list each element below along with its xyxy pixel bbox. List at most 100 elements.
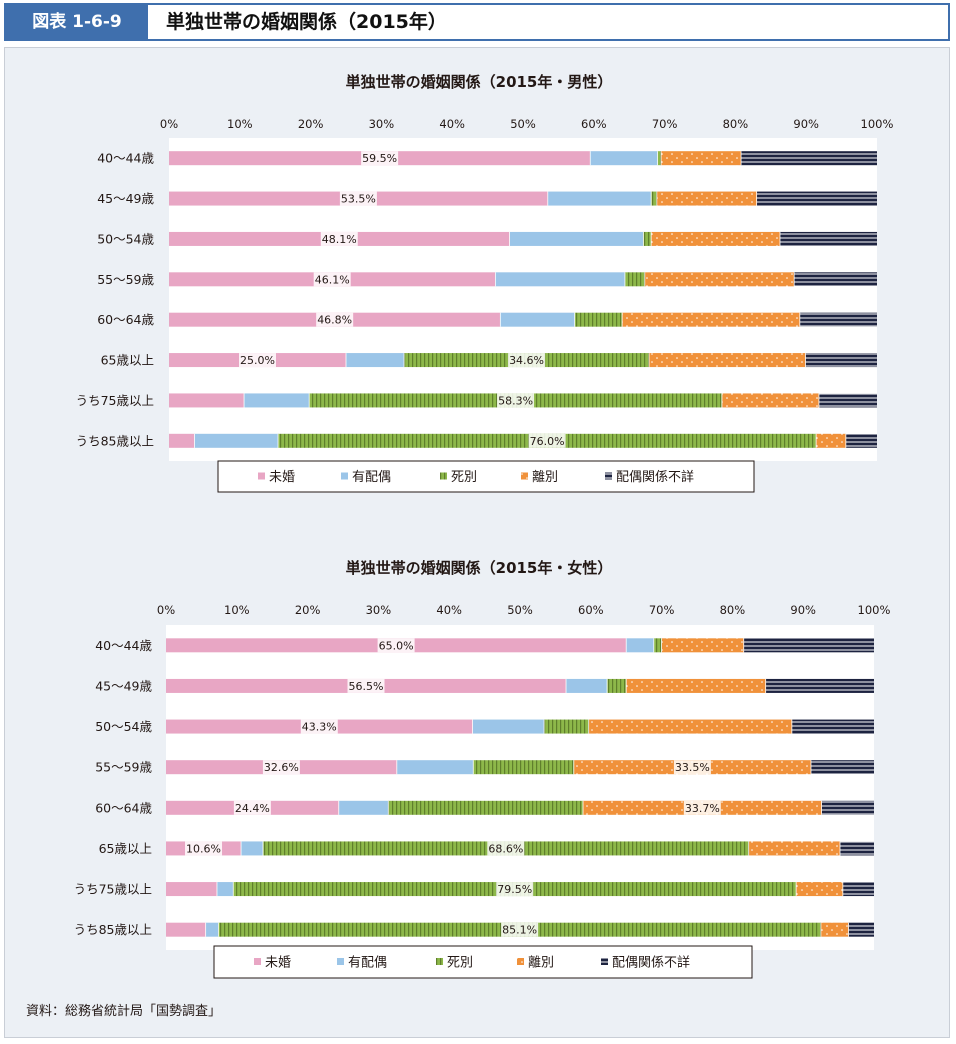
legend-label: 未婚 (265, 956, 291, 971)
bar-segment-widowed (473, 760, 574, 775)
data-label: 58.3% (498, 394, 533, 407)
bar-segment-unknown (848, 922, 874, 937)
legend-swatch-married (341, 472, 348, 480)
data-label-bg (683, 800, 721, 815)
bar-segment-married (566, 678, 608, 693)
bar-segment-divorced (661, 638, 744, 653)
bar-segment-widowed (624, 272, 645, 287)
bar-segment-unknown (791, 719, 874, 734)
x-tick-label: 60% (581, 117, 607, 131)
data-label-bg (496, 882, 534, 897)
legend-swatch-married (337, 958, 344, 965)
bar-segment-unknown (810, 760, 874, 775)
category-label: うち85歳以上 (74, 922, 152, 937)
x-tick-label: 0% (160, 117, 178, 131)
x-tick-label: 70% (649, 603, 675, 617)
data-label: 56.5% (349, 680, 384, 693)
data-label: 10.6% (186, 842, 221, 855)
legend-swatch-divorced (521, 472, 528, 480)
data-label: 32.6% (264, 761, 299, 774)
bar-segment-unmarried (169, 393, 245, 408)
bar-segment-married (396, 760, 474, 775)
bar-segment-widowed (643, 231, 652, 246)
category-label: うち75歳以上 (76, 393, 154, 408)
bar-segment-unknown (840, 841, 874, 856)
bar-segment-divorced (721, 393, 819, 408)
data-label-bg (508, 353, 546, 368)
bar-segment-widowed (657, 151, 662, 166)
category-label: 40～44歳 (95, 638, 152, 653)
x-tick-label: 20% (298, 117, 324, 131)
x-tick-label: 30% (369, 117, 395, 131)
legend-box (217, 460, 755, 493)
bar-segment-divorced (656, 191, 757, 206)
data-label: 34.6% (509, 354, 544, 367)
bar-segment-married (509, 231, 644, 246)
data-label: 33.7% (685, 802, 720, 815)
data-label-bg (528, 433, 566, 448)
data-label-bg (361, 151, 399, 166)
chart-title: 単独世帯の婚姻関係（2015年・女性） (346, 559, 613, 577)
data-label: 53.5% (341, 193, 376, 206)
category-label: 45～49歳 (95, 678, 152, 693)
figure-title: 単独世帯の婚姻関係（2015年） (166, 11, 447, 33)
bar-segment-married (590, 151, 658, 166)
data-label: 79.5% (497, 883, 532, 896)
category-label: うち75歳以上 (74, 882, 152, 897)
bar-segment-divorced (661, 151, 742, 166)
bar-segment-unknown (794, 272, 877, 287)
bar-segment-unmarried (166, 882, 217, 897)
data-label-bg (185, 841, 223, 856)
x-tick-label: 90% (790, 603, 816, 617)
bar-segment-married (547, 191, 652, 206)
category-label: 50～54歳 (95, 719, 152, 734)
bar-segment-married (626, 638, 654, 653)
legend-label: 離別 (528, 956, 554, 971)
category-label: 65歳以上 (101, 353, 154, 368)
legend: 未婚 有配偶 死別 離別 配偶関係不詳 (217, 460, 755, 493)
bar-segment-unknown (741, 151, 877, 166)
legend-swatch-unknown (601, 958, 608, 965)
data-label: 24.4% (235, 802, 270, 815)
bar-segment-married (244, 393, 310, 408)
bar-segment-unknown (799, 312, 877, 327)
bar-segment-married (216, 882, 234, 897)
bar-segment-divorced (796, 882, 843, 897)
data-label: 85.1% (502, 924, 537, 937)
category-label: うち85歳以上 (76, 433, 154, 448)
data-label: 43.3% (302, 721, 337, 734)
data-label-bg (347, 678, 385, 693)
bar-segment-unmarried (166, 922, 206, 937)
x-tick-label: 0% (157, 603, 175, 617)
bar-segment-unknown (842, 882, 874, 897)
bar-segment-unknown (805, 353, 877, 368)
data-label-bg (339, 191, 377, 206)
bar-segment-unknown (818, 393, 877, 408)
bar-segment-unmarried (169, 433, 195, 448)
bar-segment-divorced (588, 719, 792, 734)
figure-header: 図表 1-6-9 単独世帯の婚姻関係（2015年） (4, 3, 950, 41)
legend-label: 未婚 (269, 470, 295, 485)
data-label: 48.1% (322, 233, 357, 246)
legend-swatch-widowed (436, 958, 443, 965)
category-label: 50～54歳 (97, 231, 154, 246)
x-tick-label: 10% (224, 603, 250, 617)
bar-segment-married (346, 353, 405, 368)
legend-label: 有配偶 (352, 470, 391, 485)
data-label-bg (233, 800, 271, 815)
data-label-bg (239, 353, 276, 368)
legend-box (213, 945, 753, 979)
x-tick-label: 100% (858, 603, 891, 617)
bar-segment-married (205, 922, 219, 937)
legend-label: 配偶関係不詳 (612, 955, 690, 971)
x-tick-label: 100% (861, 117, 894, 131)
legend-label: 有配偶 (348, 956, 387, 971)
legend-swatch-unmarried (258, 472, 265, 480)
bar-segment-divorced (622, 312, 800, 327)
data-label-bg (300, 719, 338, 734)
x-tick-label: 10% (227, 117, 253, 131)
data-label: 46.1% (315, 273, 350, 286)
bar-segment-married (500, 312, 575, 327)
data-label-bg (320, 231, 358, 246)
x-tick-label: 50% (507, 603, 533, 617)
